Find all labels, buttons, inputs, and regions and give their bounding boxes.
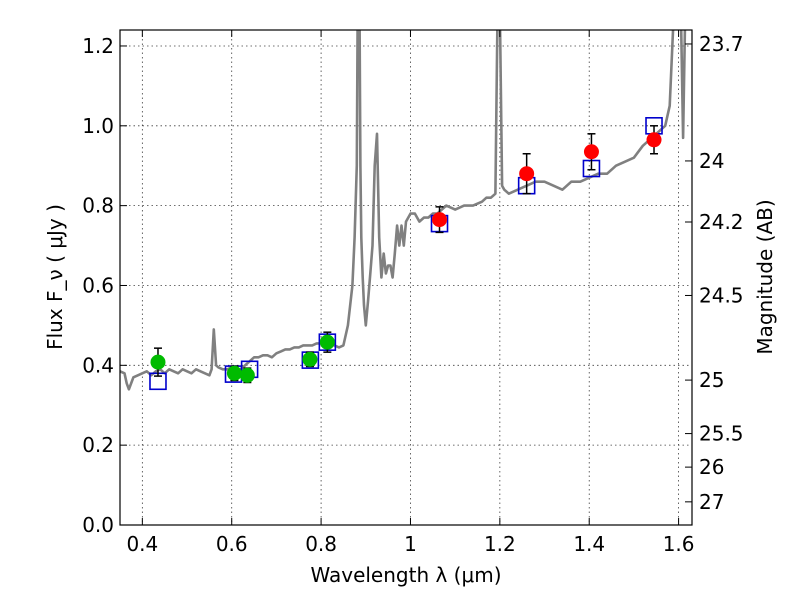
y-tick-label: 1.2 [82, 34, 114, 58]
y-axis-title: Flux F_ν ( μJy ) [43, 204, 67, 350]
y-tick-label: 0.4 [82, 353, 114, 377]
photometry-point [519, 166, 535, 182]
photometry-point [150, 354, 166, 370]
right-tick-label: 24.5 [699, 283, 744, 307]
right-tick-label: 25 [699, 368, 724, 392]
x-tick-label: 1 [404, 532, 417, 556]
right-tick-label: 27 [699, 490, 724, 514]
photometry-layer [149, 117, 663, 391]
x-tick-label: 1.2 [484, 532, 516, 556]
plot-frame [119, 29, 693, 526]
photometry-point [646, 132, 662, 148]
y-tick-label: 0.6 [82, 273, 114, 297]
right-tick-label: 23.7 [699, 32, 744, 56]
grid-lines [120, 30, 692, 526]
model-sed-line [120, 30, 687, 391]
x-tick-label: 0.6 [216, 532, 248, 556]
right-axis-title: Magnitude (AB) [753, 199, 777, 354]
right-tick-label: 24.2 [699, 210, 744, 234]
right-tick-label: 24 [699, 149, 724, 173]
x-tick-label: 1.4 [573, 532, 605, 556]
right-tick-label: 25.5 [699, 422, 744, 446]
y-tick-label: 0.2 [82, 433, 114, 457]
photometry-point [432, 212, 448, 228]
photometry-point [583, 144, 599, 160]
y-tick-label: 0.0 [82, 513, 114, 537]
model-sed-layer [120, 30, 687, 391]
y-tick-label: 0.8 [82, 194, 114, 218]
photometry-point [302, 351, 318, 367]
photometry-point [239, 367, 255, 383]
photometry-point [319, 334, 335, 350]
x-tick-label: 0.4 [126, 532, 158, 556]
y-tick-label: 1.0 [82, 114, 114, 138]
x-tick-label: 0.8 [305, 532, 337, 556]
x-axis-title: Wavelength λ (μm) [310, 563, 501, 587]
photometry-point [226, 365, 242, 381]
right-tick-label: 26 [699, 455, 724, 479]
axis-ticks: 0.4 0.6 0.8 1 1.2 1.4 1.6 0.0 0.2 0.4 0.6 0.8 1.0 1.2… [82, 30, 744, 556]
x-tick-label: 1.6 [663, 532, 695, 556]
